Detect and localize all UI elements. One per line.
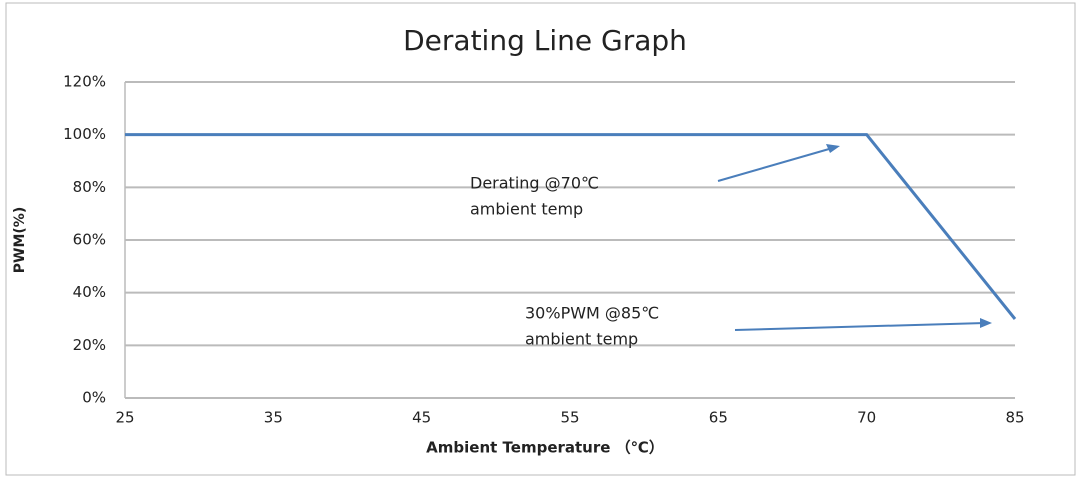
annotation: ambient temp <box>470 200 583 219</box>
x-tick-label: 85 <box>1005 409 1024 427</box>
arrow-head <box>826 144 840 153</box>
arrow <box>734 322 986 331</box>
annotation: 30%PWM @85℃ <box>525 304 659 323</box>
x-tick-label: 55 <box>560 409 579 427</box>
chart-title: Derating Line Graph <box>403 24 687 57</box>
y-tick-label: 100% <box>63 125 106 143</box>
y-tick-label: 20% <box>73 336 106 354</box>
annotation: Derating @70℃ <box>470 174 599 193</box>
arrow <box>717 146 837 182</box>
data-line <box>125 133 1017 320</box>
x-tick-label: 35 <box>264 409 283 427</box>
y-tick-label: 0% <box>82 389 106 407</box>
y-tick-label: 80% <box>73 178 106 196</box>
y-axis-label: PWM(%) <box>12 207 28 273</box>
y-tick-label: 120% <box>63 73 106 91</box>
y-tick-label: 60% <box>73 231 106 249</box>
x-axis-label: Ambient Temperature （℃） <box>426 439 664 457</box>
x-tick-label: 25 <box>115 409 134 427</box>
x-tick-label: 70 <box>857 409 876 427</box>
x-tick-label: 45 <box>412 409 431 427</box>
annotation: ambient temp <box>525 330 638 349</box>
x-tick-label: 65 <box>709 409 728 427</box>
y-tick-label: 40% <box>73 283 106 301</box>
arrow-head <box>980 318 992 328</box>
